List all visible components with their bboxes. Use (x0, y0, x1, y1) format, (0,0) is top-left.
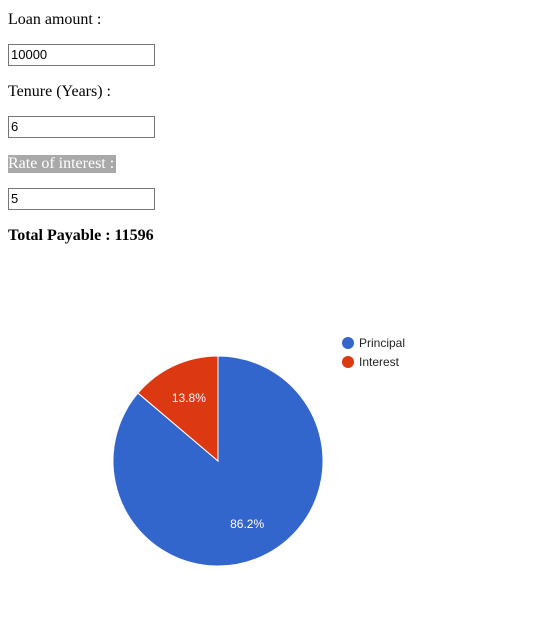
loan-amount-label: Loan amount : (8, 11, 102, 28)
pie-slice-interest[interactable] (137, 355, 219, 463)
loan-breakdown-pie-chart: 86.2% 13.8% Principal Interest (112, 336, 405, 567)
legend-label-principal: Principal (359, 336, 405, 350)
chart-legend: Principal Interest (342, 336, 405, 369)
rate-of-interest-input[interactable]: 5 (8, 188, 155, 210)
legend-marker-principal (342, 337, 354, 349)
loan-amount-input[interactable]: 10000 (8, 44, 155, 66)
legend-marker-interest (342, 356, 354, 368)
pie-label-interest: 13.8% (172, 391, 206, 405)
tenure-label: Tenure (Years) : (8, 83, 111, 100)
pie-slices: 86.2% 13.8% (112, 355, 324, 567)
total-payable: Total Payable : 11596 (8, 227, 154, 244)
tenure-input[interactable]: 6 (8, 116, 155, 138)
legend-label-interest: Interest (359, 355, 400, 369)
rate-of-interest-label: Rate of interest : (8, 155, 117, 173)
pie-label-principal: 86.2% (230, 517, 264, 531)
